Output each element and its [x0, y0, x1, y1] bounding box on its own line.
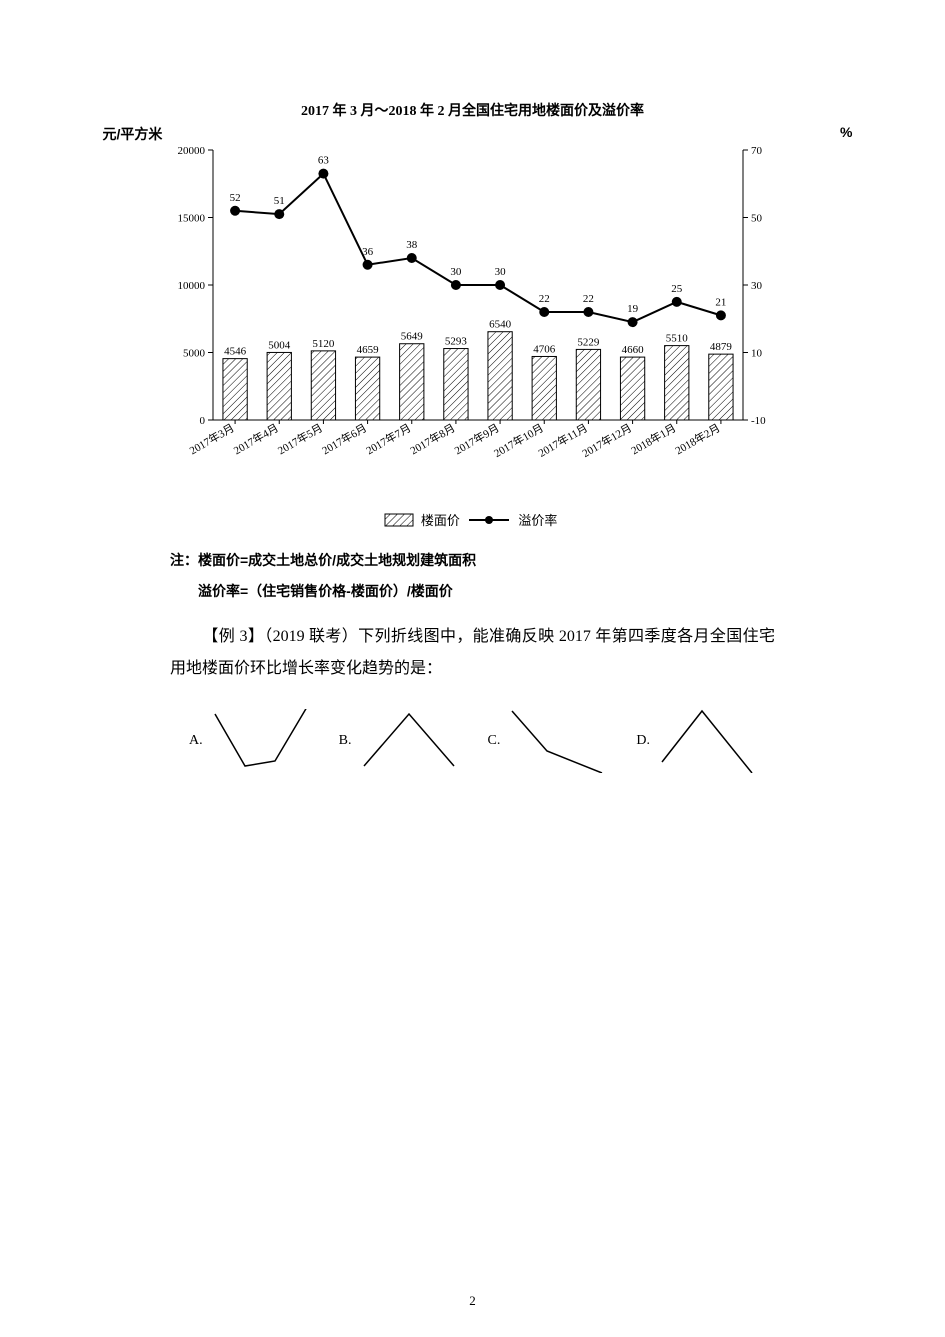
svg-text:10: 10 [751, 348, 763, 360]
svg-text:4879: 4879 [709, 341, 732, 353]
chart-container: 元/平方米 % 05000100001500020000-10103050704… [153, 130, 793, 500]
svg-text:2017年7月: 2017年7月 [363, 420, 413, 457]
svg-text:4659: 4659 [356, 344, 379, 356]
svg-text:2018年1月: 2018年1月 [628, 420, 678, 457]
legend-line-icon [467, 513, 511, 527]
svg-text:36: 36 [362, 246, 374, 258]
option-a-label: A. [189, 733, 203, 749]
svg-text:5649: 5649 [400, 331, 423, 343]
svg-text:5120: 5120 [312, 338, 335, 350]
question-source: （2019 联考） [264, 628, 358, 645]
svg-text:4546: 4546 [224, 346, 247, 358]
svg-text:5510: 5510 [665, 333, 688, 345]
combo-chart-svg: 0 5000 10000 15000 20000 -10 10 30 50 70 4546 5004 5… [153, 130, 793, 500]
svg-text:22: 22 [538, 293, 549, 305]
svg-text:63: 63 [317, 155, 329, 167]
y-left-axis-label: 元/平方米 [103, 124, 163, 144]
legend-bar-icon [384, 513, 414, 527]
page: 2017 年 3 月～2018 年 2 月全国住宅用地楼面价及溢价率 元/平方米… [0, 0, 945, 1337]
svg-text:2017年10月: 2017年10月 [491, 420, 546, 460]
svg-text:52: 52 [229, 192, 240, 204]
svg-text:-10: -10 [751, 415, 766, 427]
option-d: D. [636, 709, 756, 773]
svg-text:4660: 4660 [621, 344, 644, 356]
option-a: A. [189, 709, 309, 773]
legend: 楼面价 溢价率 [110, 510, 835, 529]
svg-text:10000: 10000 [177, 280, 205, 292]
svg-text:2017年8月: 2017年8月 [407, 420, 457, 457]
svg-text:2017年5月: 2017年5月 [275, 420, 325, 457]
svg-text:25: 25 [671, 283, 683, 295]
svg-text:19: 19 [627, 303, 639, 315]
svg-text:0: 0 [199, 415, 205, 427]
svg-text:15000: 15000 [177, 213, 205, 225]
svg-text:2017年11月: 2017年11月 [535, 420, 589, 459]
svg-text:2017年3月: 2017年3月 [186, 420, 236, 457]
svg-text:21: 21 [715, 296, 726, 308]
svg-text:30: 30 [450, 266, 462, 278]
legend-line-label: 溢价率 [518, 513, 557, 528]
option-c: C. [488, 709, 607, 773]
svg-text:5004: 5004 [268, 339, 291, 351]
svg-text:4706: 4706 [533, 343, 556, 355]
svg-text:2018年2月: 2018年2月 [672, 420, 722, 457]
svg-text:2017年12月: 2017年12月 [579, 420, 634, 460]
option-d-label: D. [636, 733, 650, 749]
question-prefix: 【例 3】 [202, 628, 264, 645]
option-c-shape [510, 709, 606, 773]
option-b-shape [362, 709, 458, 773]
svg-text:2017年6月: 2017年6月 [319, 420, 369, 457]
svg-text:5293: 5293 [444, 336, 467, 348]
svg-text:20000: 20000 [177, 145, 205, 157]
option-b: B. [339, 709, 458, 773]
footnote-1: 注：楼面价=成交土地总价/成交土地规划建筑面积 [170, 545, 775, 576]
legend-bar-label: 楼面价 [421, 513, 460, 528]
option-c-label: C. [488, 733, 501, 749]
y-right-axis-label: % [840, 124, 852, 140]
svg-text:51: 51 [273, 195, 284, 207]
footnote-2: 溢价率=（住宅销售价格-楼面价）/楼面价 [198, 576, 775, 607]
option-b-label: B. [339, 733, 352, 749]
option-d-shape [660, 709, 756, 773]
page-number: 2 [0, 1293, 945, 1309]
svg-text:70: 70 [751, 145, 763, 157]
svg-text:50: 50 [751, 213, 763, 225]
question-text: 【例 3】（2019 联考）下列折线图中，能准确反映 2017 年第四季度各月全… [170, 621, 775, 685]
option-a-shape [213, 709, 309, 773]
svg-text:5229: 5229 [577, 336, 600, 348]
svg-text:2017年4月: 2017年4月 [230, 420, 280, 457]
options-row: A. B. C. D. [110, 709, 835, 773]
svg-text:6540: 6540 [489, 319, 512, 331]
chart-title: 2017 年 3 月～2018 年 2 月全国住宅用地楼面价及溢价率 [110, 100, 835, 120]
svg-text:5000: 5000 [183, 348, 206, 360]
svg-text:38: 38 [406, 239, 418, 251]
svg-text:30: 30 [494, 266, 506, 278]
svg-text:30: 30 [751, 280, 763, 292]
svg-text:22: 22 [582, 293, 593, 305]
chart-footnotes: 注：楼面价=成交土地总价/成交土地规划建筑面积 溢价率=（住宅销售价格-楼面价）… [170, 545, 775, 607]
